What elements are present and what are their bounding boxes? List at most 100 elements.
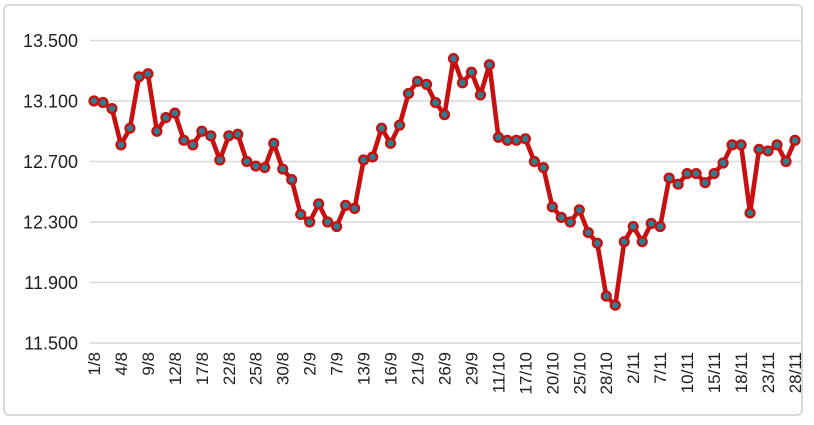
data-point-marker — [726, 139, 738, 151]
data-point-marker — [771, 139, 783, 151]
data-point-marker — [402, 87, 415, 100]
data-point-marker — [573, 204, 585, 216]
data-point-marker — [438, 109, 451, 121]
data-point-marker — [681, 168, 693, 180]
data-point-marker — [645, 217, 657, 230]
data-point-marker — [277, 163, 289, 175]
data-point-marker — [160, 112, 172, 124]
x-axis-tick-label: 4/8 — [112, 352, 131, 376]
data-point-marker — [420, 78, 433, 90]
data-point-marker — [106, 102, 118, 115]
data-point-marker — [115, 139, 127, 151]
y-axis-tick-label: 12.700 — [23, 152, 78, 172]
x-axis-tick-label: 9/8 — [139, 352, 158, 376]
data-point-marker — [367, 151, 379, 163]
data-point-marker — [250, 160, 262, 172]
data-point-marker — [717, 157, 729, 169]
data-point-marker — [241, 155, 253, 168]
data-point-marker — [295, 208, 307, 221]
data-point-marker — [564, 216, 576, 228]
data-point-marker — [205, 130, 217, 142]
x-axis-tick-label: 28/11 — [786, 352, 805, 393]
data-point-marker — [780, 155, 792, 168]
x-axis-tick-label: 26/9 — [435, 352, 454, 385]
data-point-marker — [555, 211, 567, 224]
x-axis-tick-label: 13/9 — [355, 352, 374, 385]
data-point-marker — [483, 59, 496, 71]
data-point-marker — [393, 119, 406, 131]
y-axis-tick-label: 13.500 — [23, 31, 78, 51]
x-axis-tick-label: 22/8 — [220, 352, 239, 385]
data-point-marker — [609, 299, 621, 311]
data-point-marker — [88, 95, 100, 107]
x-axis-tick-label: 10/11 — [678, 352, 697, 393]
x-axis-tick-label: 11/10 — [489, 352, 508, 393]
y-axis-tick-label: 11.900 — [24, 273, 78, 293]
data-point-marker — [492, 131, 505, 143]
data-point-marker — [411, 75, 424, 87]
data-point-marker — [753, 143, 765, 156]
data-point-marker — [537, 161, 549, 174]
x-axis-tick-label: 16/9 — [382, 352, 401, 385]
data-point-marker — [447, 53, 460, 65]
data-point-marker — [358, 154, 370, 166]
x-axis-tick-label: 2/9 — [301, 352, 320, 376]
data-point-marker — [546, 201, 558, 213]
data-point-marker — [187, 139, 199, 151]
y-axis-tick-label: 13.100 — [23, 91, 78, 111]
data-point-marker — [582, 226, 594, 239]
data-point-marker — [600, 290, 612, 302]
data-point-marker — [331, 220, 343, 233]
data-point-marker — [744, 207, 756, 219]
data-point-marker — [699, 177, 711, 189]
data-point-marker — [519, 133, 531, 145]
data-point-marker — [789, 134, 801, 146]
data-point-marker — [708, 168, 720, 180]
data-point-marker — [259, 161, 271, 174]
x-axis-tick-label: 25/8 — [247, 352, 266, 385]
data-point-marker — [286, 174, 298, 186]
x-axis-tick-label: 15/11 — [705, 352, 724, 393]
data-point-marker — [133, 71, 145, 83]
data-point-marker — [510, 134, 522, 146]
x-axis-tick-label: 2/11 — [624, 352, 643, 384]
x-axis-tick-label: 18/11 — [732, 352, 751, 393]
x-axis-tick-label: 21/9 — [408, 352, 427, 385]
data-point-marker — [672, 178, 684, 190]
data-point-marker — [735, 139, 747, 151]
x-axis-tick-label: 12/8 — [166, 352, 185, 385]
x-axis-tick-label: 17/8 — [193, 352, 212, 385]
x-axis-tick-label: 28/10 — [597, 352, 616, 395]
data-point-marker — [304, 216, 316, 228]
x-axis-tick-label: 17/10 — [516, 352, 535, 395]
x-axis-tick-label: 7/9 — [328, 352, 347, 376]
data-point-marker — [340, 199, 352, 211]
x-axis-tick-label: 25/10 — [570, 352, 589, 395]
x-axis-tick-label: 23/11 — [759, 352, 778, 393]
data-point-marker — [124, 122, 136, 134]
data-point-marker — [591, 237, 603, 249]
y-axis-tick-label: 11.500 — [24, 333, 78, 353]
data-point-marker — [322, 216, 334, 228]
data-point-marker — [465, 66, 478, 78]
data-point-marker — [627, 220, 639, 233]
x-axis-tick-label: 29/9 — [462, 352, 481, 385]
data-point-marker — [456, 77, 469, 89]
series-line — [91, 56, 798, 308]
data-point-marker — [223, 130, 235, 142]
data-point-marker — [232, 128, 244, 140]
x-axis-tick-label: 20/10 — [543, 352, 562, 395]
data-point-marker — [663, 172, 675, 184]
data-point-marker — [375, 122, 388, 134]
data-point-marker — [654, 220, 666, 233]
data-point-marker — [142, 68, 154, 80]
data-point-marker — [528, 155, 540, 168]
x-axis-tick-label: 7/11 — [651, 352, 670, 384]
data-point-marker — [501, 134, 514, 146]
data-point-marker — [384, 137, 397, 149]
data-point-marker — [762, 145, 774, 157]
data-point-marker — [429, 96, 442, 109]
x-axis-tick-label: 30/8 — [274, 352, 293, 385]
data-point-marker — [178, 134, 190, 146]
